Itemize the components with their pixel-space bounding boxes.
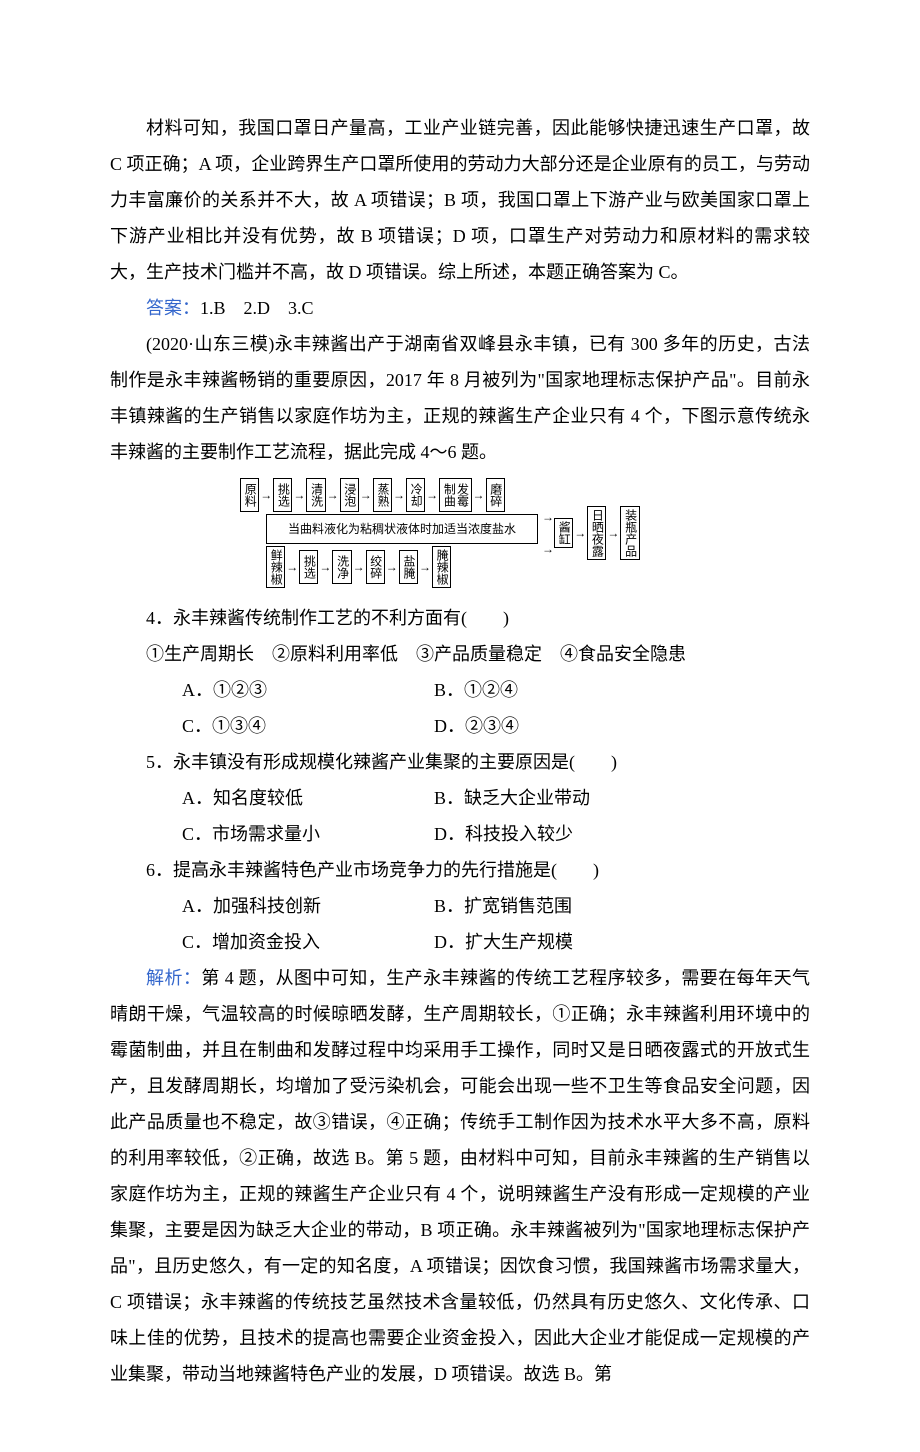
passage-paragraph: (2020·山东三模)永丰辣酱出产于湖南省双峰县永丰镇，已有 300 多年的历史… <box>110 326 810 470</box>
q5-option-b: B．缺乏大企业带动 <box>434 788 590 808</box>
flow-box-add-brine: 当曲料液化为粘稠状液体时加适当浓度盐水 <box>266 514 538 544</box>
flow-box-soak: 浸泡 <box>340 478 359 512</box>
arrow-right-icon: → <box>418 561 432 573</box>
flow-box-wash-1: 清洗 <box>306 478 325 512</box>
q5-option-d: D．科技投入较少 <box>434 824 573 844</box>
q6-options-row-1: A．加强科技创新B．扩宽销售范围 <box>110 888 810 924</box>
flow-top-row: 原料 → 挑选 → 清洗 → 浸泡 → 蒸熟 → 冷却 → 发霉制曲 → 磨碎 <box>240 478 538 512</box>
q5-option-a: A．知名度较低 <box>146 780 434 816</box>
flow-box-select-2: 挑选 <box>299 550 318 584</box>
arrow-bend-icon: → <box>542 511 554 523</box>
q4-option-d: D．②③④ <box>434 716 519 736</box>
q6-stem: 6．提高永丰辣酱特色产业市场竞争力的先行措施是( ) <box>110 852 810 888</box>
analysis-paragraph: 解析：第 4 题，从图中可知，生产永丰辣酱的传统工艺程序较多，需要在每年天气晴朗… <box>110 960 810 1392</box>
q4-choice-nums: ①生产周期长 ②原料利用率低 ③产品质量稳定 ④食品安全隐患 <box>110 636 810 672</box>
flow-box-pickled-pepper: 腌辣椒 <box>432 546 451 588</box>
arrow-right-icon: → <box>472 489 486 501</box>
flow-box-grind: 磨碎 <box>486 478 505 512</box>
arrow-right-icon: → <box>606 527 620 539</box>
flow-box-cool: 冷却 <box>406 478 425 512</box>
flow-box-salt: 盐腌 <box>399 550 418 584</box>
flow-box-wash-2: 洗净 <box>332 550 351 584</box>
q6-option-b: B．扩宽销售范围 <box>434 896 572 916</box>
arrow-right-icon: → <box>425 489 439 501</box>
q6-option-a: A．加强科技创新 <box>146 888 434 924</box>
flow-box-jar: 酱缸 <box>554 518 573 548</box>
process-flowchart: 原料 → 挑选 → 清洗 → 浸泡 → 蒸熟 → 冷却 → 发霉制曲 → 磨碎 … <box>240 478 680 588</box>
flow-box-sun-dew: 日晒夜露 <box>587 506 606 560</box>
arrow-right-icon: → <box>573 527 587 539</box>
flow-middle-row: 当曲料液化为粘稠状液体时加适当浓度盐水 <box>240 514 538 544</box>
flow-box-fresh-pepper: 鲜辣椒 <box>266 546 285 588</box>
q4-option-a: A．①②③ <box>146 672 434 708</box>
flow-box-steam: 蒸熟 <box>373 478 392 512</box>
arrow-right-icon: → <box>385 561 399 573</box>
arrow-right-icon: → <box>352 561 366 573</box>
answer-label: 答案： <box>146 298 200 318</box>
flow-box-select-1: 挑选 <box>273 478 292 512</box>
q5-options-row-1: A．知名度较低B．缺乏大企业带动 <box>110 780 810 816</box>
flow-box-bottled-product: 装瓶产品 <box>620 506 639 560</box>
arrow-right-icon: → <box>359 489 373 501</box>
flow-box-mince: 绞碎 <box>366 550 385 584</box>
q4-options-row-1: A．①②③B．①②④ <box>110 672 810 708</box>
arrow-right-icon: → <box>285 561 299 573</box>
arrow-right-icon: → <box>392 489 406 501</box>
q4-stem: 4．永丰辣酱传统制作工艺的不利方面有( ) <box>110 600 810 636</box>
answer-line: 答案：1.B 2.D 3.C <box>110 290 810 326</box>
arrow-bend-icon: → <box>542 543 554 555</box>
q6-option-c: C．增加资金投入 <box>146 924 434 960</box>
q4-option-b: B．①②④ <box>434 680 518 700</box>
analysis-label: 解析： <box>146 968 201 988</box>
q4-options-row-2: C．①③④D．②③④ <box>110 708 810 744</box>
flow-bottom-row: 鲜辣椒 → 挑选 → 洗净 → 绞碎 → 盐腌 → 腌辣椒 <box>240 546 538 588</box>
intro-paragraph: 材料可知，我国口罩日产量高，工业产业链完善，因此能够快捷迅速生产口罩，故 C 项… <box>110 110 810 290</box>
flow-box-raw-material: 原料 <box>240 478 259 512</box>
q5-stem: 5．永丰镇没有形成规模化辣酱产业集聚的主要原因是( ) <box>110 744 810 780</box>
flow-right-column: → → 酱缸 → 日晒夜露 → 装瓶产品 <box>542 506 640 560</box>
q5-options-row-2: C．市场需求量小D．科技投入较少 <box>110 816 810 852</box>
q4-option-c: C．①③④ <box>146 708 434 744</box>
q6-option-d: D．扩大生产规模 <box>434 932 573 952</box>
q6-options-row-2: C．增加资金投入D．扩大生产规模 <box>110 924 810 960</box>
arrow-right-icon: → <box>259 489 273 501</box>
answer-values: 1.B 2.D 3.C <box>200 298 314 318</box>
arrow-right-icon: → <box>326 489 340 501</box>
arrow-right-icon: → <box>318 561 332 573</box>
analysis-text: 第 4 题，从图中可知，生产永丰辣酱的传统工艺程序较多，需要在每年天气晴朗干燥，… <box>110 968 810 1384</box>
arrow-right-icon: → <box>292 489 306 501</box>
flow-box-mold: 发霉制曲 <box>439 478 471 512</box>
q5-option-c: C．市场需求量小 <box>146 816 434 852</box>
